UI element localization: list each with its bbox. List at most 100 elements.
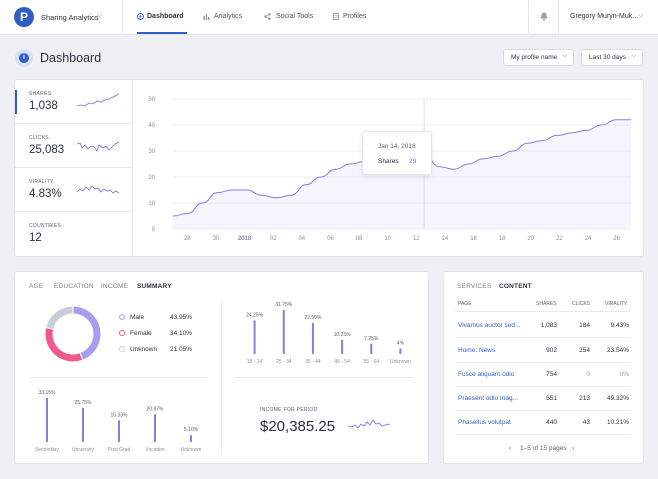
divider <box>455 362 630 363</box>
bar-category-label: Secondary <box>35 447 59 453</box>
row-page-link[interactable]: Phasellus volutpat <box>458 419 511 426</box>
stat-clicks[interactable]: CLICKS 25,083 <box>15 124 132 168</box>
user-menu[interactable]: Gregory Muryn-Muk... <box>570 13 639 20</box>
profile-select[interactable]: My profile name ⌵ <box>503 49 574 66</box>
date-range-value: Last 30 days <box>589 54 626 61</box>
tab-income[interactable]: INCOME <box>101 283 129 290</box>
age-bar-chart: 24.25% 18 - 24 31.75% 25 - 34 22.50% 35 - 44 1… <box>246 302 411 365</box>
row-clicks: 0 <box>586 371 590 378</box>
data-point <box>349 163 351 165</box>
donut-slice-male <box>72 305 102 361</box>
data-point <box>231 189 233 191</box>
page-title: Dashboard <box>40 51 102 65</box>
column-header-clicks[interactable]: CLICKS <box>572 301 591 307</box>
nav-dashboard[interactable]: Dashboard <box>147 13 184 20</box>
x-tick-label: 08 <box>356 236 363 242</box>
chevron-down-icon[interactable]: ⌵ <box>638 12 644 19</box>
unknown-legend-dot <box>119 346 125 352</box>
nav-profiles[interactable]: Profiles <box>343 13 367 20</box>
tab-content[interactable]: CONTENT <box>499 283 532 290</box>
app-logo[interactable]: P <box>14 7 34 27</box>
bar-category-label: 18 - 24 <box>247 359 263 365</box>
data-point <box>187 212 189 214</box>
bell-icon[interactable] <box>540 12 548 21</box>
bar <box>82 407 84 442</box>
bar-category-label: 25 - 34 <box>276 359 292 365</box>
data-point <box>556 134 558 136</box>
virality-sparkline <box>77 185 119 194</box>
row-page-link[interactable]: Praesent odio mag... <box>458 395 518 402</box>
bar <box>370 343 373 354</box>
data-point <box>290 194 292 196</box>
x-tick-label: 20 <box>527 236 534 242</box>
legend-label-male: Male <box>130 314 145 321</box>
bar-category-label: Unknown <box>390 359 411 365</box>
chevron-down-icon: ⌵ <box>562 53 567 59</box>
tab-services[interactable]: SERVICES <box>457 283 492 290</box>
row-shares: 902 <box>546 347 557 354</box>
date-range-select[interactable]: Last 30 days ⌵ <box>581 49 643 66</box>
content-card <box>443 271 644 464</box>
clicks-sparkline <box>77 141 119 152</box>
female-legend-dot <box>119 330 125 336</box>
shares-sparkline <box>77 93 119 107</box>
data-point <box>334 168 337 170</box>
divider <box>455 311 630 312</box>
row-virality: 49.32% <box>606 395 629 402</box>
row-page-link[interactable]: Home: News <box>458 347 496 354</box>
row-shares: 1,083 <box>540 322 557 329</box>
row-shares: 440 <box>546 419 557 426</box>
tab-education[interactable]: EDUCATION <box>54 283 94 290</box>
prev-page-icon[interactable]: ‹ <box>509 445 512 452</box>
data-point <box>600 124 603 126</box>
data-point <box>615 119 617 121</box>
column-header-shares[interactable]: SHARES <box>536 301 557 307</box>
row-virality: 9.43% <box>610 322 629 329</box>
bar-value-label: 25.75% <box>75 400 93 406</box>
bar <box>154 414 156 442</box>
bar <box>399 348 402 354</box>
column-header-page[interactable]: PAGE <box>458 301 472 307</box>
stat-shares[interactable]: SHARES 1,038 <box>15 80 132 124</box>
stat-countries[interactable]: COUNTRIES 12 <box>15 212 132 256</box>
stat-label: CLICKS <box>29 135 49 141</box>
x-tick-label: 06 <box>327 236 334 242</box>
share-icon <box>264 13 271 20</box>
bar <box>311 322 314 354</box>
income-value: $20,385.25 <box>260 418 336 435</box>
nav-analytics[interactable]: Analytics <box>214 13 243 20</box>
row-page-link[interactable]: Fusce aliquam odio <box>458 371 515 378</box>
next-page-icon[interactable]: › <box>572 445 575 452</box>
column-header-virality[interactable]: VIRALITY <box>605 301 628 307</box>
profiles-icon <box>333 13 339 20</box>
bar-category-label: 45 - 54 <box>334 359 350 365</box>
stat-virality[interactable]: VIRALITY 4.83% <box>15 168 132 212</box>
data-point <box>586 129 588 131</box>
bar-value-label: 5.10% <box>184 427 199 433</box>
row-virality: 23.54% <box>606 347 629 354</box>
page-icon: i <box>15 49 33 67</box>
bar-value-label: 31.75% <box>275 302 293 308</box>
data-point <box>216 192 218 194</box>
data-point <box>246 189 248 191</box>
chevron-down-icon[interactable]: ⌵ <box>97 12 103 19</box>
x-tick-label: 04 <box>298 236 305 242</box>
male-legend-dot <box>119 314 125 320</box>
row-page-link[interactable]: Vivamus auctor sed... <box>458 322 521 329</box>
x-tick-label: 24 <box>585 236 592 242</box>
app-switcher[interactable]: Sharing Analytics <box>41 13 99 22</box>
x-tick-label: 28 <box>184 236 191 242</box>
y-tick-label: 30 <box>148 149 155 155</box>
data-point <box>512 150 514 152</box>
nav-social-tools[interactable]: Social Tools <box>276 13 314 20</box>
legend-label-female: Female <box>130 330 152 337</box>
stat-value: 12 <box>29 232 42 244</box>
bar <box>190 435 192 442</box>
tab-age[interactable]: AGE <box>29 283 44 290</box>
profile-select-value: My profile name <box>511 54 558 61</box>
tab-summary[interactable]: SUMMARY <box>137 283 172 290</box>
bar-category-label: University <box>72 447 94 453</box>
donut-slice-female <box>44 326 84 363</box>
data-point <box>275 197 278 199</box>
x-tick-label: 10 <box>384 236 391 242</box>
